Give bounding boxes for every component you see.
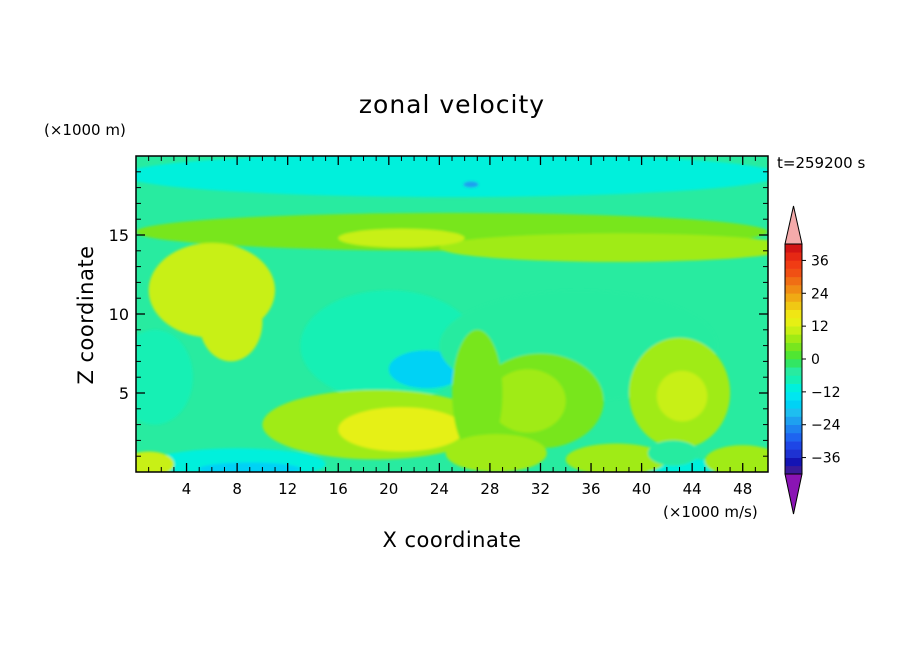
y-axis-label: Z coordinate: [74, 245, 98, 384]
colorbar-swatch: [785, 276, 802, 286]
y-unit-label: (×1000 m): [44, 121, 126, 139]
x-tick-label: 28: [480, 480, 499, 498]
x-tick-label: 12: [278, 480, 297, 498]
field-region: [338, 228, 465, 248]
velocity-field: [136, 156, 768, 472]
colorbar-swatch: [785, 268, 802, 278]
field-region: [136, 329, 193, 425]
colorbar-swatch: [785, 416, 802, 426]
x-tick-label: 32: [531, 480, 550, 498]
x-tick-label: 24: [430, 480, 449, 498]
x-tick-label: 36: [581, 480, 600, 498]
colorbar-tick-label: −12: [811, 385, 841, 401]
field-region: [704, 445, 768, 472]
x-unit-label: (×1000 m/s): [663, 503, 758, 521]
colorbar-swatch: [785, 285, 802, 294]
field-region: [136, 156, 768, 198]
field-region: [656, 370, 708, 422]
field-region: [199, 282, 263, 362]
colorbar-swatch: [785, 359, 802, 368]
colorbar-swatch: [785, 252, 802, 261]
colorbar-tick-label: −36: [811, 451, 841, 467]
colorbar-swatch: [785, 350, 802, 360]
y-tick-label: 5: [119, 384, 129, 403]
x-tick-label: 16: [329, 480, 348, 498]
colorbar-swatch: [785, 441, 802, 450]
colorbar-swatch: [785, 342, 802, 352]
colorbar-swatch: [785, 260, 802, 269]
chart-title: zonal velocity: [359, 90, 545, 119]
colorbar-swatch: [785, 293, 802, 302]
x-tick-label: 48: [733, 480, 752, 498]
field-region: [439, 233, 768, 262]
colorbar-swatch: [785, 244, 802, 253]
colorbar-swatch: [785, 317, 802, 327]
y-tick-label: 10: [109, 305, 129, 324]
x-tick-label: 20: [379, 480, 398, 498]
x-tick-label: 40: [632, 480, 651, 498]
time-label: t=259200 s: [777, 154, 865, 172]
x-axis-label: X coordinate: [382, 528, 521, 552]
colorbar-under-arrow: [784, 473, 803, 515]
colorbar-tick-label: −24: [811, 418, 841, 434]
colorbar-swatch: [785, 432, 802, 442]
colorbar-swatch: [785, 334, 802, 343]
x-tick-label: 8: [232, 480, 242, 498]
colorbar-swatch: [785, 309, 802, 319]
colorbar-swatch: [785, 326, 802, 335]
colorbar-tick-label: 0: [811, 352, 820, 368]
colorbar-swatch: [785, 301, 802, 311]
field-region: [338, 407, 465, 452]
colorbar-swatch: [785, 449, 802, 458]
y-axis: 5 10 15: [109, 171, 768, 457]
colorbar-swatch: [785, 400, 802, 409]
colorbar-swatch: [785, 408, 802, 417]
colorbar-swatch: [785, 457, 802, 467]
colorbar-over-arrow: [784, 205, 803, 245]
colorbar-swatch: [785, 465, 802, 475]
colorbar-swatch: [785, 367, 802, 376]
field-region: [452, 329, 503, 457]
colorbar-swatch: [785, 424, 802, 434]
field-region: [136, 451, 174, 472]
field-region: [445, 434, 547, 472]
field-region: [489, 369, 566, 433]
colorbar-swatch: [785, 375, 802, 384]
colorbar-tick-label: 12: [811, 319, 829, 335]
colorbar-swatch: [785, 391, 802, 401]
colorbar-tick-label: 24: [811, 286, 829, 302]
field-region: [463, 181, 479, 188]
field-region: [647, 440, 699, 466]
x-axis: 4 8 12 16 20 24 28 32 36 40 44 48: [148, 156, 756, 498]
colorbar: 36 24 12 0 −12 −24 −36: [784, 205, 841, 515]
x-tick-label: 44: [683, 480, 702, 498]
y-tick-label: 15: [109, 226, 129, 245]
colorbar-swatch: [785, 383, 802, 393]
x-tick-label: 4: [182, 480, 192, 498]
colorbar-tick-label: 36: [811, 253, 829, 269]
